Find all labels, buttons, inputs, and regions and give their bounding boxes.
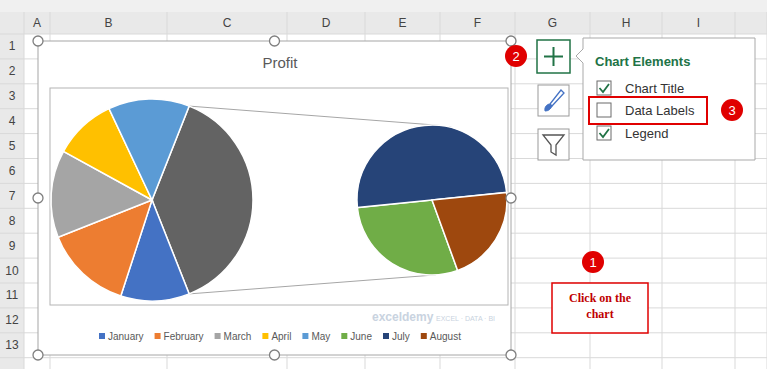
check-mark — [600, 84, 610, 92]
filter-icon — [543, 135, 564, 155]
row-header: 3 — [9, 89, 16, 103]
column-header: I — [697, 16, 700, 30]
column-header: F — [474, 16, 481, 30]
series-line — [189, 275, 436, 294]
chart-area[interactable] — [38, 41, 511, 355]
brush-icon — [550, 90, 564, 106]
legend-swatch — [341, 333, 347, 339]
step-badge — [505, 45, 527, 67]
step-number: 3 — [728, 103, 735, 118]
column-header: G — [548, 16, 557, 30]
row-header: 10 — [5, 264, 19, 278]
legend-label: May — [311, 331, 330, 342]
watermark-tagline: EXCEL · DATA · BI — [436, 315, 495, 322]
chart-title: Profit — [262, 54, 298, 71]
resize-handle[interactable] — [270, 36, 280, 46]
legend-label: June — [350, 331, 372, 342]
step-badge — [721, 99, 743, 121]
sheet — [0, 0, 767, 369]
pie-slice — [109, 99, 189, 200]
toolbar-strip — [0, 0, 767, 12]
cell-gridline — [24, 12, 25, 369]
resize-handle[interactable] — [270, 350, 280, 360]
column-header: B — [104, 16, 112, 30]
legend-swatch — [99, 333, 105, 339]
legend-swatch — [262, 333, 268, 339]
checkbox[interactable] — [597, 103, 611, 117]
row-header: 13 — [5, 338, 19, 352]
column-header: D — [322, 16, 331, 30]
plot-area — [50, 88, 508, 305]
column-header: E — [398, 16, 406, 30]
pie-group — [51, 99, 507, 301]
row-header: 5 — [9, 139, 16, 153]
cell-gridline — [0, 357, 767, 358]
column-header-band — [0, 12, 767, 34]
checkbox[interactable] — [597, 81, 611, 95]
element-label[interactable]: Data Labels — [625, 103, 695, 118]
step-number: 1 — [589, 255, 596, 270]
instruction-box — [552, 283, 648, 333]
legend-label: July — [392, 331, 410, 342]
legend-swatch — [155, 333, 161, 339]
row-header: 12 — [5, 313, 19, 327]
column-header: A — [33, 16, 41, 30]
legend-swatch — [383, 333, 389, 339]
legend-label: January — [108, 331, 144, 342]
row-header: 1 — [9, 39, 16, 53]
element-label[interactable]: Chart Title — [625, 81, 684, 96]
legend-swatch — [215, 333, 221, 339]
row-header: 8 — [9, 214, 16, 228]
chart-elements-button[interactable] — [537, 40, 570, 73]
panel-title: Chart Elements — [595, 54, 690, 69]
column-header: H — [622, 16, 631, 30]
plus-icon — [544, 47, 563, 66]
column-header: C — [223, 16, 232, 30]
pie-slice — [432, 192, 507, 270]
legend-label: August — [430, 331, 461, 342]
legend-label: March — [224, 331, 252, 342]
legend-swatch — [421, 333, 427, 339]
screenshot: ABCDEFGHI12345678910111213Profitexceldem… — [0, 0, 767, 369]
check-mark — [600, 129, 610, 137]
chart-styles-button[interactable] — [538, 85, 569, 116]
highlight-box — [589, 97, 707, 124]
instruction-text: Click on the — [569, 291, 632, 305]
resize-handle[interactable] — [33, 193, 43, 203]
element-label[interactable]: Legend — [625, 126, 668, 141]
chart-elements-panel — [576, 38, 755, 160]
row-header: 9 — [9, 239, 16, 253]
resize-handle[interactable] — [506, 350, 516, 360]
watermark-brand: exceldemy — [372, 310, 434, 324]
step-number: 2 — [512, 49, 519, 64]
instruction-text: chart — [586, 307, 613, 321]
resize-handle[interactable] — [506, 193, 516, 203]
row-header: 4 — [9, 114, 16, 128]
row-header-band — [0, 12, 24, 369]
row-header: 11 — [6, 288, 19, 302]
legend-label: April — [271, 331, 291, 342]
checkbox[interactable] — [597, 126, 611, 140]
resize-handle[interactable] — [33, 350, 43, 360]
legend-swatch — [302, 333, 308, 339]
cell-gridline — [0, 34, 767, 35]
resize-handle[interactable] — [33, 36, 43, 46]
brush-icon — [545, 104, 552, 111]
legend-label: February — [164, 331, 204, 342]
series-line — [189, 106, 440, 125]
legend: January February March April May June July Augu… — [99, 331, 461, 342]
row-header: 2 — [9, 64, 16, 78]
row-header: 6 — [9, 164, 16, 178]
chart-filters-button[interactable] — [538, 129, 569, 160]
resize-handle[interactable] — [506, 36, 516, 46]
step-badge — [582, 251, 604, 273]
row-header: 7 — [9, 189, 16, 203]
